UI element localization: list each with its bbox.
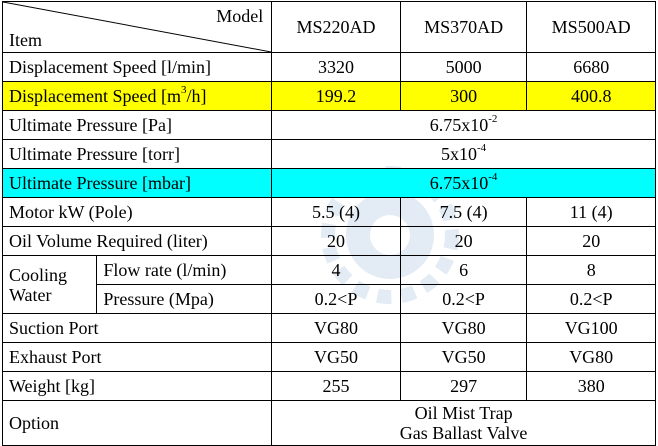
cell-value: 4 (271, 255, 401, 285)
label-text: Displacement Speed [m (9, 86, 181, 106)
label-line: Cooling (9, 264, 68, 285)
table-row: Exhaust Port VG50 VG50 VG80 (1, 342, 656, 372)
table-row: Motor kW (Pole) 5.5 (4) 7.5 (4) 11 (4) (1, 197, 656, 227)
cell-value: VG80 (399, 313, 528, 343)
model-item-corner-cell: Model Item (1, 1, 273, 53)
label-text: /h] (186, 86, 207, 106)
cell-value-merged: 6.75x10-4 (271, 168, 656, 198)
label-line: Water (9, 284, 52, 305)
cell-value: 6680 (526, 52, 656, 82)
cell-value: VG100 (526, 313, 656, 343)
cell-value: 300 (399, 81, 528, 111)
cell-value: 3320 (271, 52, 401, 82)
item-label: Item (9, 30, 42, 50)
cell-value: 11 (4) (526, 197, 656, 227)
cell-value: 6 (399, 255, 528, 285)
value-base: 6.75x10 (429, 173, 489, 193)
table-row: Oil Volume Required (liter) 20 20 20 (1, 226, 656, 256)
row-label: Ultimate Pressure [Pa] (1, 110, 273, 140)
cell-value: VG50 (399, 342, 528, 372)
cell-value: 255 (271, 371, 401, 401)
cell-value: 400.8 (526, 81, 656, 111)
superscript: -4 (488, 171, 498, 183)
model-header: MS500AD (526, 1, 656, 53)
table-row: Ultimate Pressure [Pa] 6.75x10-2 (1, 110, 656, 140)
table-row-highlighted: Displacement Speed [m3/h] 199.2 300 400.… (1, 81, 656, 111)
row-label: Displacement Speed [m3/h] (1, 81, 273, 111)
table-row: Pressure (Mpa) 0.2<P 0.2<P 0.2<P (3, 284, 656, 314)
cell-value: 0.2<P (526, 284, 656, 314)
cell-value: 0.2<P (399, 284, 528, 314)
row-label: Motor kW (Pole) (1, 197, 273, 227)
row-label: Oil Volume Required (liter) (1, 226, 273, 256)
row-label: Displacement Speed [l/min] (1, 52, 273, 82)
cell-value: VG80 (271, 313, 401, 343)
diagonal-divider (3, 2, 272, 52)
table-row: Option Oil Mist Trap Gas Ballast Valve (1, 400, 656, 446)
model-header: MS370AD (399, 1, 528, 53)
option-line: Gas Ballast Valve (399, 423, 528, 443)
cell-value: 20 (526, 226, 656, 256)
cell-value: 20 (271, 226, 401, 256)
row-sublabel: Flow rate (l/min) (96, 255, 273, 285)
row-label: Weight [kg] (1, 371, 273, 401)
row-label: Ultimate Pressure [mbar] (1, 168, 273, 198)
table-row: Suction Port VG80 VG80 VG100 (1, 313, 656, 343)
table-row: Displacement Speed [l/min] 3320 5000 668… (1, 52, 656, 82)
cell-value: 7.5 (4) (399, 197, 528, 227)
table-header-row: Model Item MS220AD MS370AD MS500AD (1, 1, 656, 53)
cell-value: 0.2<P (271, 284, 401, 314)
model-header: MS220AD (271, 1, 401, 53)
cell-value-merged: Oil Mist Trap Gas Ballast Valve (271, 400, 656, 446)
option-line: Oil Mist Trap (414, 403, 513, 423)
table-row: Cooling Water Flow rate (l/min) 4 6 8 (1, 255, 656, 314)
table-row: Ultimate Pressure [torr] 5x10-4 (1, 139, 656, 169)
row-sublabel: Pressure (Mpa) (96, 284, 273, 314)
superscript: -2 (488, 113, 498, 125)
value-base: 5x10 (441, 144, 478, 164)
cell-value: 20 (399, 226, 528, 256)
table-row-highlighted: Ultimate Pressure [mbar] 6.75x10-4 (1, 168, 656, 198)
cell-value: 297 (399, 371, 528, 401)
cell-value: 380 (526, 371, 656, 401)
cooling-water-label: Cooling Water (1, 255, 98, 314)
value-base: 6.75x10 (429, 115, 489, 135)
cell-value: 5.5 (4) (271, 197, 401, 227)
table-row: Weight [kg] 255 297 380 (1, 371, 656, 401)
model-label: Model (216, 6, 264, 26)
row-label: Ultimate Pressure [torr] (1, 139, 273, 169)
cell-value: VG50 (271, 342, 401, 372)
row-label: Exhaust Port (1, 342, 273, 372)
superscript: 3 (180, 84, 187, 96)
cell-value: 199.2 (271, 81, 401, 111)
row-label: Suction Port (1, 313, 273, 343)
cell-value: 5000 (399, 52, 528, 82)
cell-value-merged: 6.75x10-2 (271, 110, 656, 140)
cell-value-merged: 5x10-4 (271, 139, 656, 169)
superscript: -4 (477, 142, 487, 154)
cell-value: 8 (526, 255, 656, 285)
cell-value: VG80 (526, 342, 656, 372)
row-label: Option (1, 400, 273, 446)
